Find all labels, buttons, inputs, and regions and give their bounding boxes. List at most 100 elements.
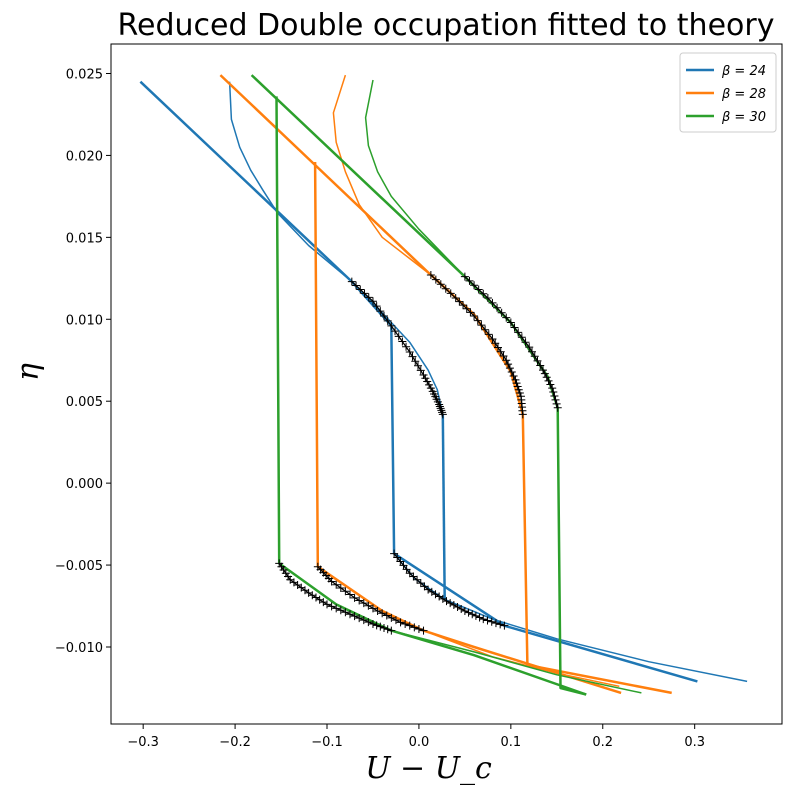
fit-marker — [383, 316, 392, 325]
fit-marker — [435, 402, 444, 411]
fit-marker — [455, 297, 464, 306]
fit-marker — [457, 604, 466, 613]
fit-marker — [466, 308, 475, 317]
fit-marker — [356, 285, 365, 294]
fit-marker — [474, 285, 483, 294]
plot-area: −0.3 −0.2 −0.1 0.0 0.1 0.2 0.3 −0.010 −0.005 0.00… — [11, 43, 783, 786]
y-tick-label: −0.005 — [55, 559, 103, 574]
fit-marker — [453, 603, 462, 612]
fit-marker — [546, 380, 555, 389]
fit-marker — [352, 281, 361, 290]
x-tick-label: 0.0 — [409, 735, 430, 750]
fit-marker — [414, 361, 423, 370]
fit-marker — [376, 307, 385, 316]
x-tick-label: −0.3 — [127, 735, 159, 750]
fit-marker — [518, 410, 527, 419]
fit-marker — [336, 584, 345, 592]
fit-marker — [373, 606, 382, 615]
fit-marker — [530, 352, 539, 361]
fit-marker — [419, 626, 428, 635]
fit-marker — [336, 606, 345, 615]
fit-marker — [355, 596, 364, 605]
fit-marker — [487, 617, 496, 626]
fit-marker — [425, 380, 434, 389]
y-tick-label: 0.025 — [66, 67, 103, 82]
fit-marker — [475, 613, 484, 622]
fit-marker — [462, 304, 471, 313]
fit-marker — [420, 582, 429, 591]
fit-marker — [499, 351, 508, 360]
series-0-thin-line — [228, 81, 444, 415]
fit-marker — [442, 597, 451, 606]
fit-marker — [511, 375, 520, 384]
fit-marker — [539, 366, 548, 375]
fit-marker — [332, 604, 341, 613]
fit-marker — [465, 276, 474, 285]
fit-marker — [509, 371, 518, 380]
fit-marker — [512, 379, 521, 388]
fit-marker — [549, 388, 558, 397]
legend-label-0: β = 24 — [721, 64, 766, 79]
fit-marker — [437, 406, 446, 415]
y-tick-label: −0.010 — [55, 641, 103, 656]
fit-marker — [409, 572, 418, 581]
fit-marker — [553, 403, 562, 412]
fit-marker — [483, 616, 492, 625]
fit-marker — [345, 590, 354, 599]
fit-marker — [359, 616, 368, 625]
fit-marker — [473, 316, 482, 325]
fit-marker — [491, 339, 500, 348]
y-tick-label: 0.015 — [66, 231, 103, 246]
fit-marker — [376, 622, 385, 631]
fit-marker — [481, 325, 490, 334]
fit-marker — [477, 321, 486, 330]
fit-marker — [413, 575, 422, 584]
fit-marker — [364, 293, 373, 302]
fit-marker — [449, 601, 458, 610]
fit-marker — [460, 272, 469, 281]
legend-box — [679, 52, 777, 133]
fit-marker — [378, 609, 387, 618]
fit-marker — [515, 389, 524, 398]
fit-marker — [468, 610, 477, 619]
fit-marker — [436, 280, 445, 289]
series-2-thick-line — [250, 74, 587, 696]
fit-marker — [497, 308, 506, 317]
fit-marker — [332, 580, 341, 589]
fit-curve-2 — [430, 274, 524, 415]
y-tick-label: 0.000 — [66, 477, 103, 492]
fit-marker — [536, 361, 545, 370]
fit-marker — [514, 385, 523, 394]
legend-label-2: β = 30 — [721, 110, 766, 125]
fit-marker — [383, 625, 392, 634]
fit-marker — [459, 301, 468, 310]
fit-marker — [394, 332, 403, 341]
fit-marker — [372, 302, 381, 311]
fit-marker — [379, 312, 388, 320]
fit-marker — [350, 593, 359, 602]
fit-marker — [484, 330, 493, 339]
fit-marker — [493, 343, 502, 352]
fit-marker — [364, 618, 373, 627]
fit-marker — [460, 606, 469, 615]
fit-marker — [488, 334, 497, 343]
fit-marker — [387, 626, 396, 635]
fit-marker — [438, 410, 447, 419]
series-2-thin-line — [364, 79, 466, 278]
fit-marker — [506, 318, 515, 327]
fit-marker — [327, 577, 336, 586]
fit-marker — [350, 612, 359, 621]
fit-marker — [359, 599, 368, 608]
fit-marker — [533, 356, 542, 365]
fit-marker — [402, 342, 411, 351]
fit-marker — [493, 303, 502, 312]
fit-marker — [514, 328, 523, 337]
fit-marker — [510, 323, 519, 332]
fit-marker — [360, 289, 369, 298]
fit-marker — [341, 608, 350, 617]
fit-marker — [446, 599, 455, 608]
fit-marker — [411, 357, 420, 366]
fit-marker — [521, 338, 530, 347]
x-tick-label: −0.2 — [219, 735, 251, 750]
fit-marker — [426, 384, 435, 393]
